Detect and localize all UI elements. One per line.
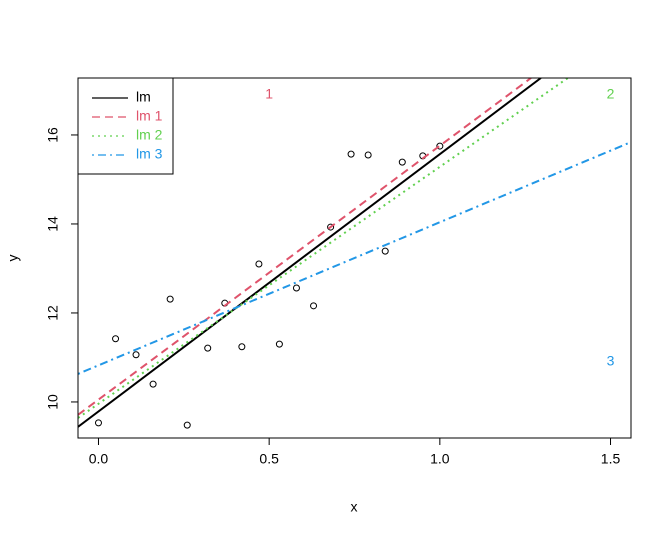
point [347,150,355,158]
y-tick-label: 16 [45,127,61,143]
y-tick-label: 10 [45,394,61,410]
point [183,421,191,429]
x-tick-label: 1.5 [601,451,621,467]
point [255,260,263,268]
y-axis-label: y [5,255,21,262]
fit-line [78,78,532,416]
point [364,151,372,159]
point [132,351,140,359]
point [381,247,389,255]
x-tick-label: 1.0 [430,451,450,467]
point [204,344,212,352]
point [166,295,174,303]
point [398,158,406,166]
legend-label: lm 1 [136,108,163,124]
legend-label: lm [136,89,151,105]
point [292,284,300,292]
point [94,419,102,427]
point [275,340,283,348]
legend-box [77,77,174,175]
annotation: 1 [265,86,273,102]
annotation: 3 [607,353,615,369]
plot-frame [77,77,632,439]
point [238,343,246,351]
fit-line [78,141,631,375]
y-tick-label: 12 [45,305,61,321]
x-tick-label: 0.5 [259,451,279,467]
annotation: 2 [607,86,615,102]
legend-label: lm 3 [136,146,163,162]
point [149,380,157,388]
point [310,302,318,310]
fit-line [78,78,542,428]
point [327,223,335,231]
legend-label: lm 2 [136,127,163,143]
lines [78,78,631,428]
point [112,335,120,343]
x-tick-label: 0.0 [89,451,109,467]
y-tick-label: 14 [45,216,61,232]
point [436,142,444,150]
x-axis-label: x [351,499,358,515]
